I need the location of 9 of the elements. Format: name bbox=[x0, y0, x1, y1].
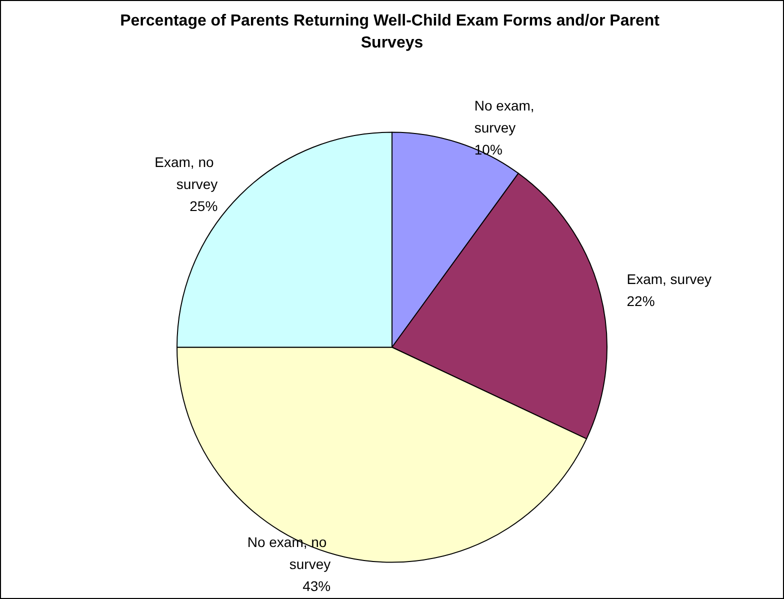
chart-title: Percentage of Parents Returning Well-Child Exam Forms and/or Parent Surveys bbox=[120, 12, 664, 52]
slice-label: No exam, no survey bbox=[247, 534, 331, 572]
data-label: 10% bbox=[474, 142, 502, 158]
data-label: 25% bbox=[190, 198, 218, 214]
data-label: 43% bbox=[302, 578, 331, 594]
slice-label: Exam, survey bbox=[626, 270, 712, 287]
data-label: 22% bbox=[626, 292, 655, 309]
slice-label: Exam, no survey bbox=[154, 154, 218, 192]
slice-label: No exam, survey bbox=[474, 98, 538, 136]
